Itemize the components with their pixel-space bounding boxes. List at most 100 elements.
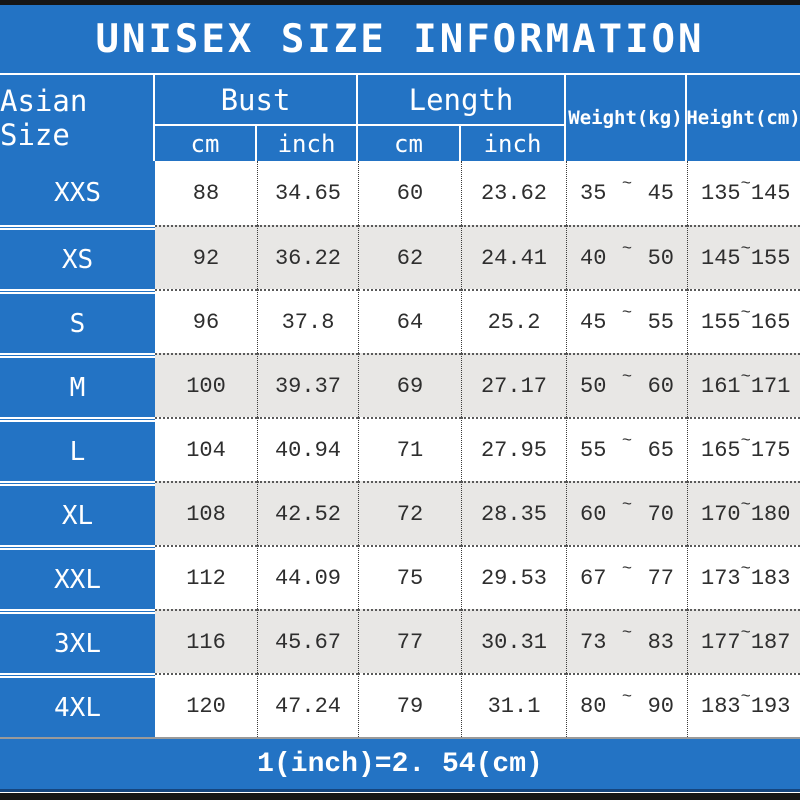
height-min: 173 bbox=[701, 565, 741, 591]
weight-range: 60 ~70 bbox=[566, 481, 687, 545]
height-range: 161 ~171 bbox=[687, 353, 800, 417]
height-max: 183 bbox=[750, 565, 791, 591]
size-table-body: XXS 88 34.65 60 23.62 35 ~45 135 ~145 XS 9… bbox=[0, 161, 800, 737]
table-row-xs: XS 92 36.22 62 24.41 40 ~50 145 ~155 bbox=[0, 225, 800, 289]
height-max: 175 bbox=[750, 437, 791, 463]
bust-cm-value: 108 bbox=[155, 481, 257, 545]
length-inch-value: 28.35 bbox=[461, 481, 566, 545]
tilde-glyph: ~ bbox=[621, 623, 633, 643]
header-length-inch: inch bbox=[461, 126, 566, 161]
weight-range: 55 ~65 bbox=[566, 417, 687, 481]
weight-min: 45 bbox=[580, 309, 607, 335]
size-label: 4XL bbox=[0, 673, 155, 737]
footer-band: 1(inch)=2. 54(cm) bbox=[0, 739, 800, 792]
length-inch-value: 24.41 bbox=[461, 225, 566, 289]
length-inch-value: 31.1 bbox=[461, 673, 566, 737]
tilde-glyph: ~ bbox=[740, 303, 751, 323]
tilde-glyph: ~ bbox=[621, 367, 633, 387]
size-label: M bbox=[0, 353, 155, 417]
height-max: 193 bbox=[750, 693, 791, 719]
header-weight: Weight(kg) bbox=[566, 75, 687, 161]
tilde-glyph: ~ bbox=[621, 687, 633, 707]
weight-min: 55 bbox=[580, 437, 607, 463]
header-bust-cm: cm bbox=[155, 126, 257, 161]
tilde-glyph: ~ bbox=[621, 559, 633, 579]
bust-cm-value: 88 bbox=[155, 161, 257, 225]
weight-range: 50 ~60 bbox=[566, 353, 687, 417]
height-max: 180 bbox=[750, 501, 791, 527]
height-max: 165 bbox=[750, 309, 791, 335]
table-row-s: S 96 37.8 64 25.2 45 ~55 155 ~165 bbox=[0, 289, 800, 353]
table-row-m: M 100 39.37 69 27.17 50 ~60 161 ~171 bbox=[0, 353, 800, 417]
tilde-glyph: ~ bbox=[621, 174, 633, 194]
height-max: 187 bbox=[750, 629, 791, 655]
bust-cm-value: 116 bbox=[155, 609, 257, 673]
weight-range: 40 ~50 bbox=[566, 225, 687, 289]
weight-range: 73 ~83 bbox=[566, 609, 687, 673]
tilde-glyph: ~ bbox=[621, 239, 633, 259]
weight-max: 70 bbox=[647, 501, 674, 527]
bust-cm-value: 120 bbox=[155, 673, 257, 737]
table-row-xxl: XXL 112 44.09 75 29.53 67 ~77 173 ~183 bbox=[0, 545, 800, 609]
height-min: 145 bbox=[701, 245, 741, 271]
weight-min: 80 bbox=[580, 693, 607, 719]
bust-inch-value: 45.67 bbox=[257, 609, 358, 673]
weight-range: 80 ~90 bbox=[566, 673, 687, 737]
height-range: 135 ~145 bbox=[687, 161, 800, 225]
weight-min: 73 bbox=[580, 629, 607, 655]
title-band: UNISEX SIZE INFORMATION bbox=[0, 5, 800, 75]
weight-range: 35 ~45 bbox=[566, 161, 687, 225]
weight-max: 45 bbox=[647, 180, 674, 206]
tilde-glyph: ~ bbox=[740, 174, 751, 194]
length-cm-value: 60 bbox=[358, 161, 461, 225]
bust-inch-value: 37.8 bbox=[257, 289, 358, 353]
bust-inch-value: 39.37 bbox=[257, 353, 358, 417]
length-cm-value: 62 bbox=[358, 225, 461, 289]
height-range: 173 ~183 bbox=[687, 545, 800, 609]
bust-cm-value: 96 bbox=[155, 289, 257, 353]
bust-inch-value: 47.24 bbox=[257, 673, 358, 737]
length-inch-value: 27.17 bbox=[461, 353, 566, 417]
table-row-3xl: 3XL 116 45.67 77 30.31 73 ~83 177 ~187 bbox=[0, 609, 800, 673]
table-row-xl: XL 108 42.52 72 28.35 60 ~70 170 ~180 bbox=[0, 481, 800, 545]
height-min: 165 bbox=[701, 437, 741, 463]
table-row-l: L 104 40.94 71 27.95 55 ~65 165 ~175 bbox=[0, 417, 800, 481]
tilde-glyph: ~ bbox=[621, 495, 633, 515]
length-inch-value: 27.95 bbox=[461, 417, 566, 481]
header-length: Length bbox=[358, 75, 566, 126]
height-range: 183 ~193 bbox=[687, 673, 800, 737]
bust-inch-value: 44.09 bbox=[257, 545, 358, 609]
height-max: 145 bbox=[750, 180, 791, 206]
size-label: 3XL bbox=[0, 609, 155, 673]
table-row-xxs: XXS 88 34.65 60 23.62 35 ~45 135 ~145 bbox=[0, 161, 800, 225]
weight-min: 50 bbox=[580, 373, 607, 399]
bottom-edge-bar bbox=[0, 793, 800, 800]
weight-max: 50 bbox=[647, 245, 674, 271]
bust-inch-value: 42.52 bbox=[257, 481, 358, 545]
bust-cm-value: 112 bbox=[155, 545, 257, 609]
tilde-glyph: ~ bbox=[740, 367, 751, 387]
tilde-glyph: ~ bbox=[740, 559, 751, 579]
height-range: 170 ~180 bbox=[687, 481, 800, 545]
length-cm-value: 72 bbox=[358, 481, 461, 545]
header-bust: Bust bbox=[155, 75, 358, 126]
conversion-note: 1(inch)=2. 54(cm) bbox=[257, 748, 543, 780]
size-label: XS bbox=[0, 225, 155, 289]
weight-max: 55 bbox=[647, 309, 674, 335]
height-min: 155 bbox=[701, 309, 741, 335]
height-min: 170 bbox=[701, 501, 741, 527]
length-inch-value: 29.53 bbox=[461, 545, 566, 609]
size-label: XXS bbox=[0, 161, 155, 225]
tilde-glyph: ~ bbox=[740, 623, 751, 643]
height-range: 145 ~155 bbox=[687, 225, 800, 289]
table-header: Asian Size Bust Length Weight(kg) Height… bbox=[0, 75, 800, 161]
weight-max: 90 bbox=[647, 693, 674, 719]
height-max: 171 bbox=[750, 373, 791, 399]
length-cm-value: 79 bbox=[358, 673, 461, 737]
height-min: 183 bbox=[701, 693, 741, 719]
height-range: 177 ~187 bbox=[687, 609, 800, 673]
header-length-cm: cm bbox=[358, 126, 461, 161]
height-min: 161 bbox=[701, 373, 741, 399]
table-row-4xl: 4XL 120 47.24 79 31.1 80 ~90 183 ~193 bbox=[0, 673, 800, 737]
